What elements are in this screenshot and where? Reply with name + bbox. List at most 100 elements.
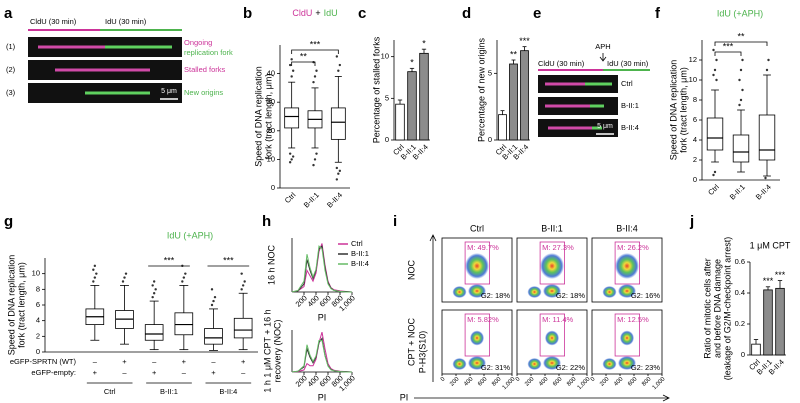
y-tick-label: 2 (693, 155, 697, 164)
x-tick-label: 800 (566, 376, 578, 388)
outlier (288, 63, 292, 67)
gate (464, 241, 491, 285)
significance-bracket (714, 41, 768, 46)
y-tick-label: 0 (488, 135, 492, 144)
outlier (93, 264, 97, 268)
x-tick-label: 200 (524, 376, 536, 388)
x-tick-label: 600 (627, 376, 639, 388)
y-axis-label: Percentage of new origins (476, 37, 486, 142)
row-label: eGFP-empty: (31, 368, 76, 377)
row-label: Ctrl (621, 79, 633, 88)
density (465, 253, 489, 279)
y-tick-label: 4 (36, 316, 40, 325)
row-label: eGFP-SPRTN (WT) (10, 357, 77, 366)
gate-label: G2: 16% (631, 291, 661, 300)
line (291, 337, 353, 373)
density (468, 284, 486, 298)
description: replication fork (184, 48, 233, 57)
bar (498, 114, 507, 141)
significance: *** (223, 255, 234, 265)
outlier (151, 295, 154, 299)
gate (539, 241, 565, 285)
label: IdU (30 min) (105, 17, 147, 26)
x-tick-label: Ctrl (706, 182, 721, 197)
y-axis-label: Ratio of mitotic cells after (702, 258, 712, 359)
row-label: B-II:4 (621, 123, 639, 132)
panel-a: a CldU (30 min) IdU (30 min) 5 μm (1) (2… (4, 5, 233, 103)
outlier (338, 63, 342, 67)
x-tick-label: 800 (491, 376, 503, 388)
significance-bracket (291, 61, 316, 66)
arrow (599, 53, 607, 62)
x-tick-label: 400 (463, 376, 475, 388)
y-tick-label: 2 (36, 331, 40, 340)
gate (614, 241, 640, 285)
title-part: IdU (324, 8, 338, 18)
significance: * (422, 39, 426, 49)
y-axis-label: 1 h 1 μM CPT + 16 h (262, 309, 272, 392)
significance-bracket (714, 51, 742, 56)
chart-title: CldU + IdU (292, 8, 337, 18)
gate-label: G2: 22% (556, 363, 586, 372)
significance: *** (164, 255, 175, 265)
group-label: B-II:1 (160, 387, 178, 396)
x-axis-label: PI (400, 392, 409, 402)
significance: *** (519, 36, 530, 46)
row-value: – (211, 357, 216, 366)
outlier (210, 288, 214, 291)
panel-e: e APH CldU (30 min) IdU (30 min) 5 μm Ct… (533, 5, 650, 137)
bar (775, 287, 785, 356)
y-tick-label: 0.2 (735, 319, 745, 328)
outlier (315, 69, 318, 72)
significance: ** (300, 51, 308, 61)
x-tick-label: B-II:1 (302, 190, 321, 209)
outlier (312, 163, 315, 167)
x-tick-label: B-II:4 (754, 182, 773, 201)
description: Stalled forks (184, 65, 226, 74)
outlier (240, 288, 243, 291)
density (452, 358, 467, 370)
outlier (152, 292, 156, 295)
y-tick-label: 0 (385, 135, 389, 144)
y-axis-label: fork (tract length, μm) (16, 262, 26, 348)
y-axis-label: and before DNA damage (712, 259, 722, 358)
chart-title: 1 μM CPT (750, 240, 791, 250)
outlier (124, 272, 128, 275)
group-label: Ctrl (104, 387, 116, 396)
y-axis-arrow (429, 234, 437, 382)
outlier (123, 276, 126, 279)
row-value: + (93, 368, 98, 377)
outlier (92, 280, 95, 283)
x-tick-label: B-II:4 (325, 190, 344, 209)
density (540, 253, 564, 279)
outlier (713, 68, 717, 72)
outlier (290, 158, 293, 161)
y-tick-label: 0 (741, 350, 745, 359)
significance: *** (723, 41, 734, 51)
row-label: CPT + NOC (406, 317, 416, 366)
gate (539, 313, 565, 357)
title-part: + (315, 8, 320, 18)
legend-label: B-II:4 (351, 259, 369, 268)
outlier (335, 178, 339, 181)
density (527, 286, 542, 298)
group-label: B-II:4 (219, 387, 237, 396)
gate-label: G2: 18% (481, 291, 511, 300)
outlier (335, 55, 339, 58)
gate-label: M: 49.7% (467, 243, 499, 252)
y-tick-label: 4 (693, 135, 697, 144)
row-value: – (241, 368, 246, 377)
density (602, 286, 617, 298)
box (233, 317, 253, 339)
box (284, 107, 300, 129)
outlier (93, 276, 97, 279)
y-tick-label: 8 (36, 284, 40, 293)
outlier (95, 272, 98, 275)
bar (407, 71, 417, 141)
outlier (315, 152, 318, 155)
outlier (767, 58, 770, 62)
description: Ongoing (184, 38, 212, 47)
y-tick-label: 10 (267, 154, 275, 163)
gate (614, 313, 640, 357)
